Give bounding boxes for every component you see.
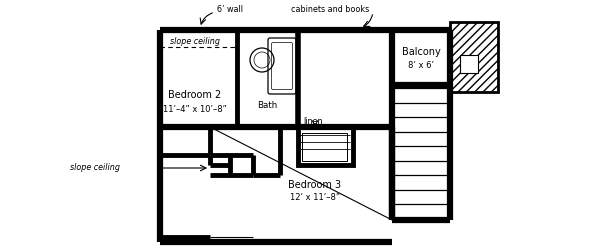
Text: Balcony: Balcony xyxy=(401,47,440,57)
Text: 11’–4” x 10’–8”: 11’–4” x 10’–8” xyxy=(163,105,227,113)
Bar xyxy=(298,127,353,165)
Bar xyxy=(450,22,498,92)
Bar xyxy=(460,55,478,73)
Text: 12’ x 11’–8”: 12’ x 11’–8” xyxy=(290,194,340,203)
Text: cabinets and books: cabinets and books xyxy=(291,6,369,15)
Text: slope ceiling: slope ceiling xyxy=(70,164,120,173)
Text: Bedroom 2: Bedroom 2 xyxy=(169,90,221,100)
Bar xyxy=(302,133,347,161)
Text: 6’ wall: 6’ wall xyxy=(217,6,243,15)
Text: Bedroom 3: Bedroom 3 xyxy=(289,180,341,190)
Text: 8’ x 6’: 8’ x 6’ xyxy=(408,60,434,70)
Text: slope ceiling: slope ceiling xyxy=(170,37,220,46)
Text: Bath: Bath xyxy=(257,101,277,110)
Text: linen: linen xyxy=(303,117,323,127)
